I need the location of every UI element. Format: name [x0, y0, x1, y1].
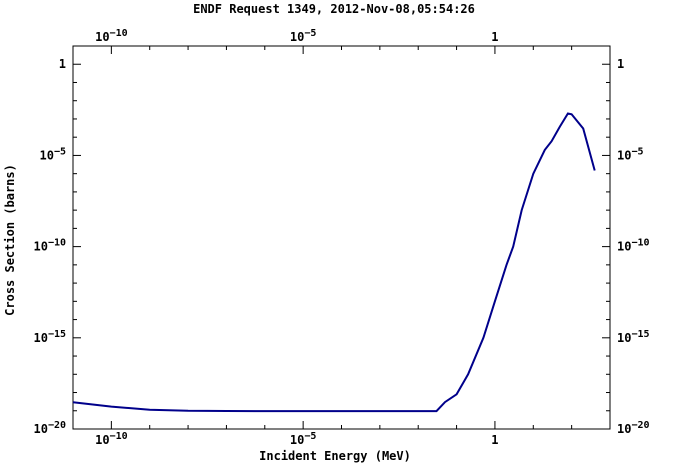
- plot-frame: [72, 45, 611, 430]
- y-tick-label-left: 10−5: [40, 146, 67, 162]
- y-tick-label-right: 10−5: [617, 146, 644, 162]
- y-tick-label-left: 1: [59, 57, 66, 71]
- y-tick-label-right: 10−10: [617, 238, 650, 254]
- x-tick-label-top: 1: [491, 30, 498, 44]
- tick-labels: 10−10 10−10 10−5 10−5 1 1 1 1 10−5 10−5 10−10 10−10…: [33, 28, 649, 447]
- x-tick-label-bottom: 1: [491, 433, 498, 447]
- y-tick-label-right: 1: [617, 57, 624, 71]
- x-axis-label: Incident Energy (MeV): [259, 449, 411, 463]
- x-tick-label-top: 10−10: [95, 28, 128, 44]
- y-tick-label-right: 10−20: [617, 420, 650, 436]
- chart-title: ENDF Request 1349, 2012-Nov-08,05:54:26: [193, 2, 475, 16]
- y-tick-label-left: 10−10: [33, 238, 66, 254]
- x-tick-label-top: 10−5: [290, 28, 317, 44]
- y-tick-label-left: 10−20: [33, 420, 66, 436]
- x-tick-label-bottom: 10−10: [95, 431, 128, 447]
- y-tick-label-right: 10−15: [617, 329, 650, 345]
- y-axis-label: Cross Section (barns): [3, 164, 17, 316]
- y-tick-label-left: 10−15: [33, 329, 66, 345]
- series-line: [72, 112, 596, 413]
- x-tick-label-bottom: 10−5: [290, 431, 317, 447]
- axis-ticks: [72, 45, 611, 430]
